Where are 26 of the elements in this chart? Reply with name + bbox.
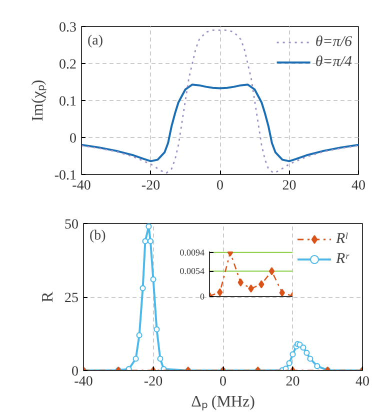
legend-label: Rʳ — [336, 250, 350, 268]
y-tick-label: 0.1 — [59, 94, 76, 110]
legend-label: Rˡ — [336, 230, 349, 248]
x-tick-label: 40 — [352, 178, 366, 194]
x-axis-title: Δₚ (MHz) — [191, 394, 255, 410]
x-tick-label: -20 — [144, 374, 163, 390]
x-tick-label: 40 — [356, 374, 370, 390]
legend-label: θ=π/4 — [315, 54, 352, 70]
y-tick-label: 0 — [200, 292, 205, 302]
x-tick-label: 20 — [282, 178, 296, 194]
y-axis-title: Im(χₚ) — [29, 80, 46, 122]
y-tick-label: 0.0054 — [180, 266, 205, 276]
y-tick-label: 0.0094 — [180, 247, 205, 258]
legend-label: θ=π/6 — [315, 34, 352, 50]
y-tick-label: 0.2 — [59, 58, 76, 72]
annotation: (b) — [90, 228, 106, 244]
annotation: (a) — [88, 34, 104, 48]
y-axis-title: R — [40, 291, 56, 302]
y-tick-label: 50 — [64, 218, 78, 232]
y-tick-label: 0 — [70, 132, 76, 146]
x-tick-label: 0 — [220, 374, 226, 390]
y-tick-label: 0.3 — [59, 20, 76, 36]
x-tick-label: -20 — [141, 178, 160, 194]
x-tick-label: 20 — [286, 374, 300, 390]
x-tick-label: 0 — [216, 178, 224, 194]
y-tick-label: 25 — [64, 291, 78, 306]
